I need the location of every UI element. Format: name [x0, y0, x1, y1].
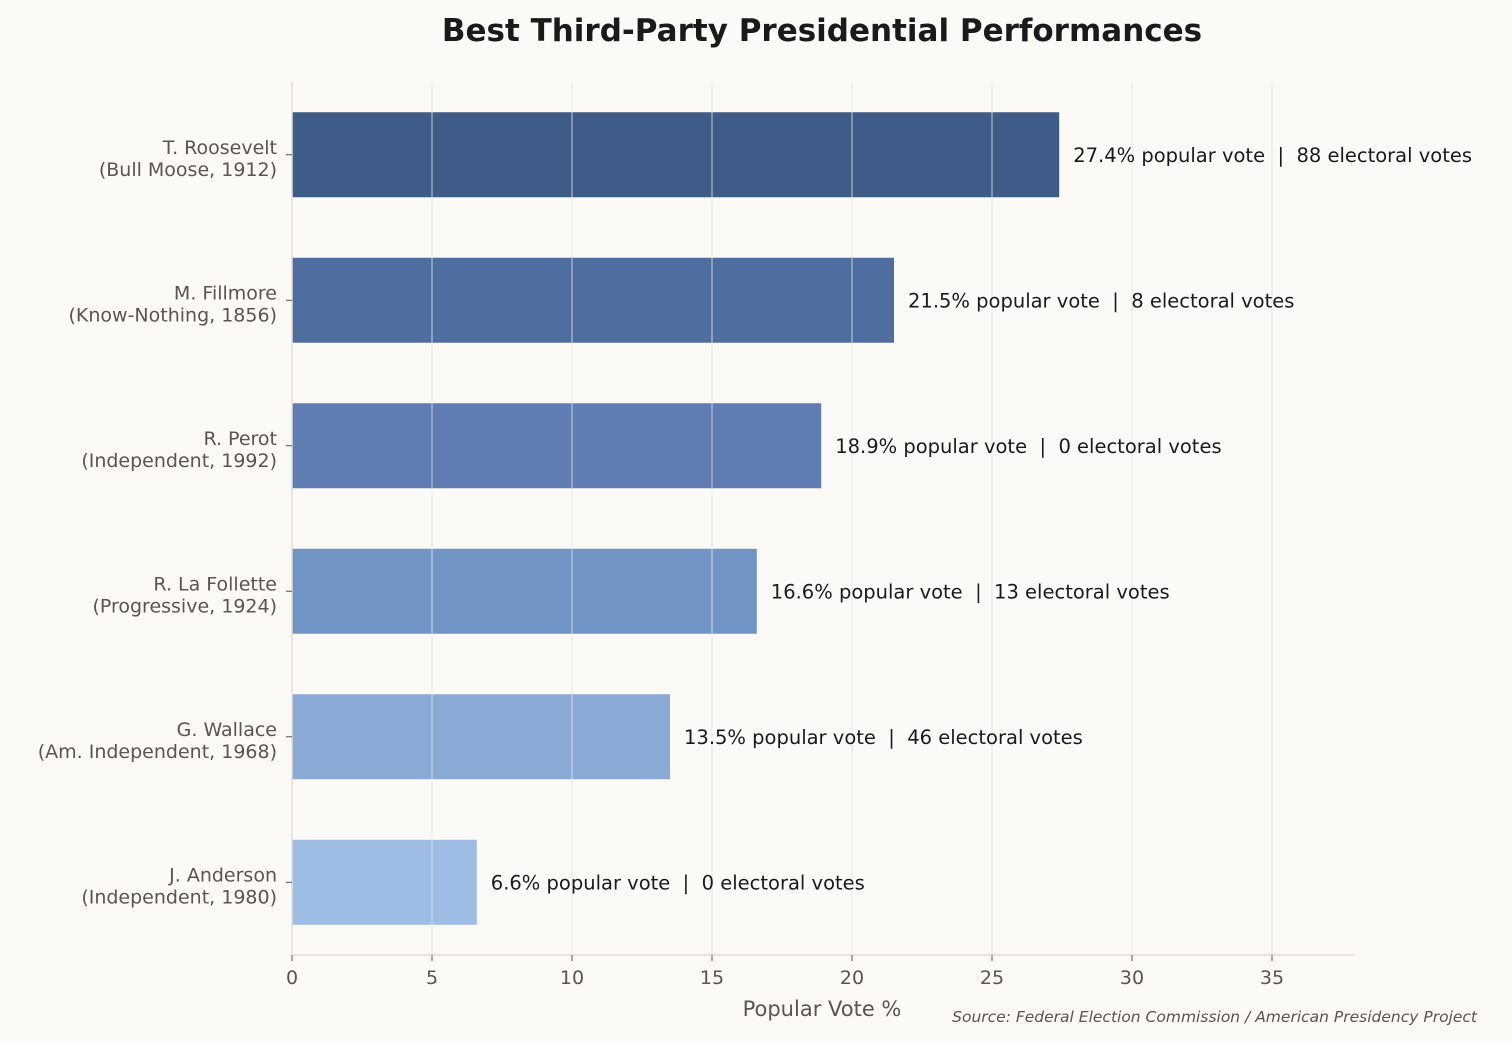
data-label: 6.6% popular vote | 0 electoral votes [491, 871, 865, 894]
x-tick-label: 10 [560, 967, 584, 989]
gridlines [431, 82, 1273, 955]
x-ticks: 0 5 10 15 20 25 30 35 [286, 955, 1284, 989]
y-tick-label-line: M. Fillmore [174, 282, 277, 304]
data-label: 16.6% popular vote | 13 electoral votes [771, 580, 1170, 603]
x-axis-label: Popular Vote % [743, 997, 902, 1021]
data-label: 13.5% popular vote | 46 electoral votes [684, 726, 1083, 749]
y-tick-label: R. Perot (Independent, 1992) [81, 428, 277, 472]
bar-3 [292, 548, 757, 634]
y-tick-label-line: (Independent, 1980) [81, 886, 277, 908]
bar-4 [292, 694, 670, 780]
data-labels: 27.4% popular vote | 88 electoral votes 2… [491, 144, 1472, 895]
y-tick-label-line: G. Wallace [177, 719, 277, 741]
y-tick-label: J. Anderson (Independent, 1980) [81, 864, 277, 908]
y-tick-label-line: J. Anderson [168, 864, 277, 886]
bar-5 [292, 839, 477, 925]
y-tick-label-line: R. Perot [203, 428, 277, 450]
chart-title: Best Third-Party Presidential Performanc… [442, 13, 1202, 49]
bars [292, 112, 1060, 925]
bar-0 [292, 112, 1060, 198]
y-tick-label: T. Roosevelt (Bull Moose, 1912) [99, 137, 277, 181]
x-tick-label: 0 [286, 967, 298, 989]
bar-1 [292, 257, 894, 343]
y-tick-label-line: R. La Follette [153, 573, 277, 595]
x-tick-label: 30 [1120, 967, 1144, 989]
y-tick-label: M. Fillmore (Know-Nothing, 1856) [69, 282, 278, 326]
x-tick-label: 25 [980, 967, 1004, 989]
data-label: 27.4% popular vote | 88 electoral votes [1073, 144, 1472, 167]
y-tick-label-line: (Bull Moose, 1912) [99, 159, 277, 181]
data-label: 21.5% popular vote | 8 electoral votes [908, 289, 1294, 312]
y-tick-label: G. Wallace (Am. Independent, 1968) [38, 719, 277, 763]
y-tick-label-line: (Know-Nothing, 1856) [69, 304, 278, 326]
x-tick-label: 35 [1260, 967, 1284, 989]
bar-2 [292, 403, 822, 489]
source-note: Source: Federal Election Commission / Am… [952, 1008, 1478, 1026]
x-tick-label: 5 [426, 967, 438, 989]
y-tick-label-line: (Independent, 1992) [81, 450, 277, 472]
y-tick-label-line: (Progressive, 1924) [92, 595, 277, 617]
y-tick-label-line: (Am. Independent, 1968) [38, 741, 277, 763]
y-tick-label: R. La Follette (Progressive, 1924) [92, 573, 277, 617]
y-labels: T. Roosevelt (Bull Moose, 1912) M. Fillmor… [38, 137, 292, 908]
x-tick-label: 20 [840, 967, 864, 989]
data-label: 18.9% popular vote | 0 electoral votes [835, 435, 1221, 458]
y-tick-label-line: T. Roosevelt [162, 137, 277, 159]
x-tick-label: 15 [700, 967, 724, 989]
